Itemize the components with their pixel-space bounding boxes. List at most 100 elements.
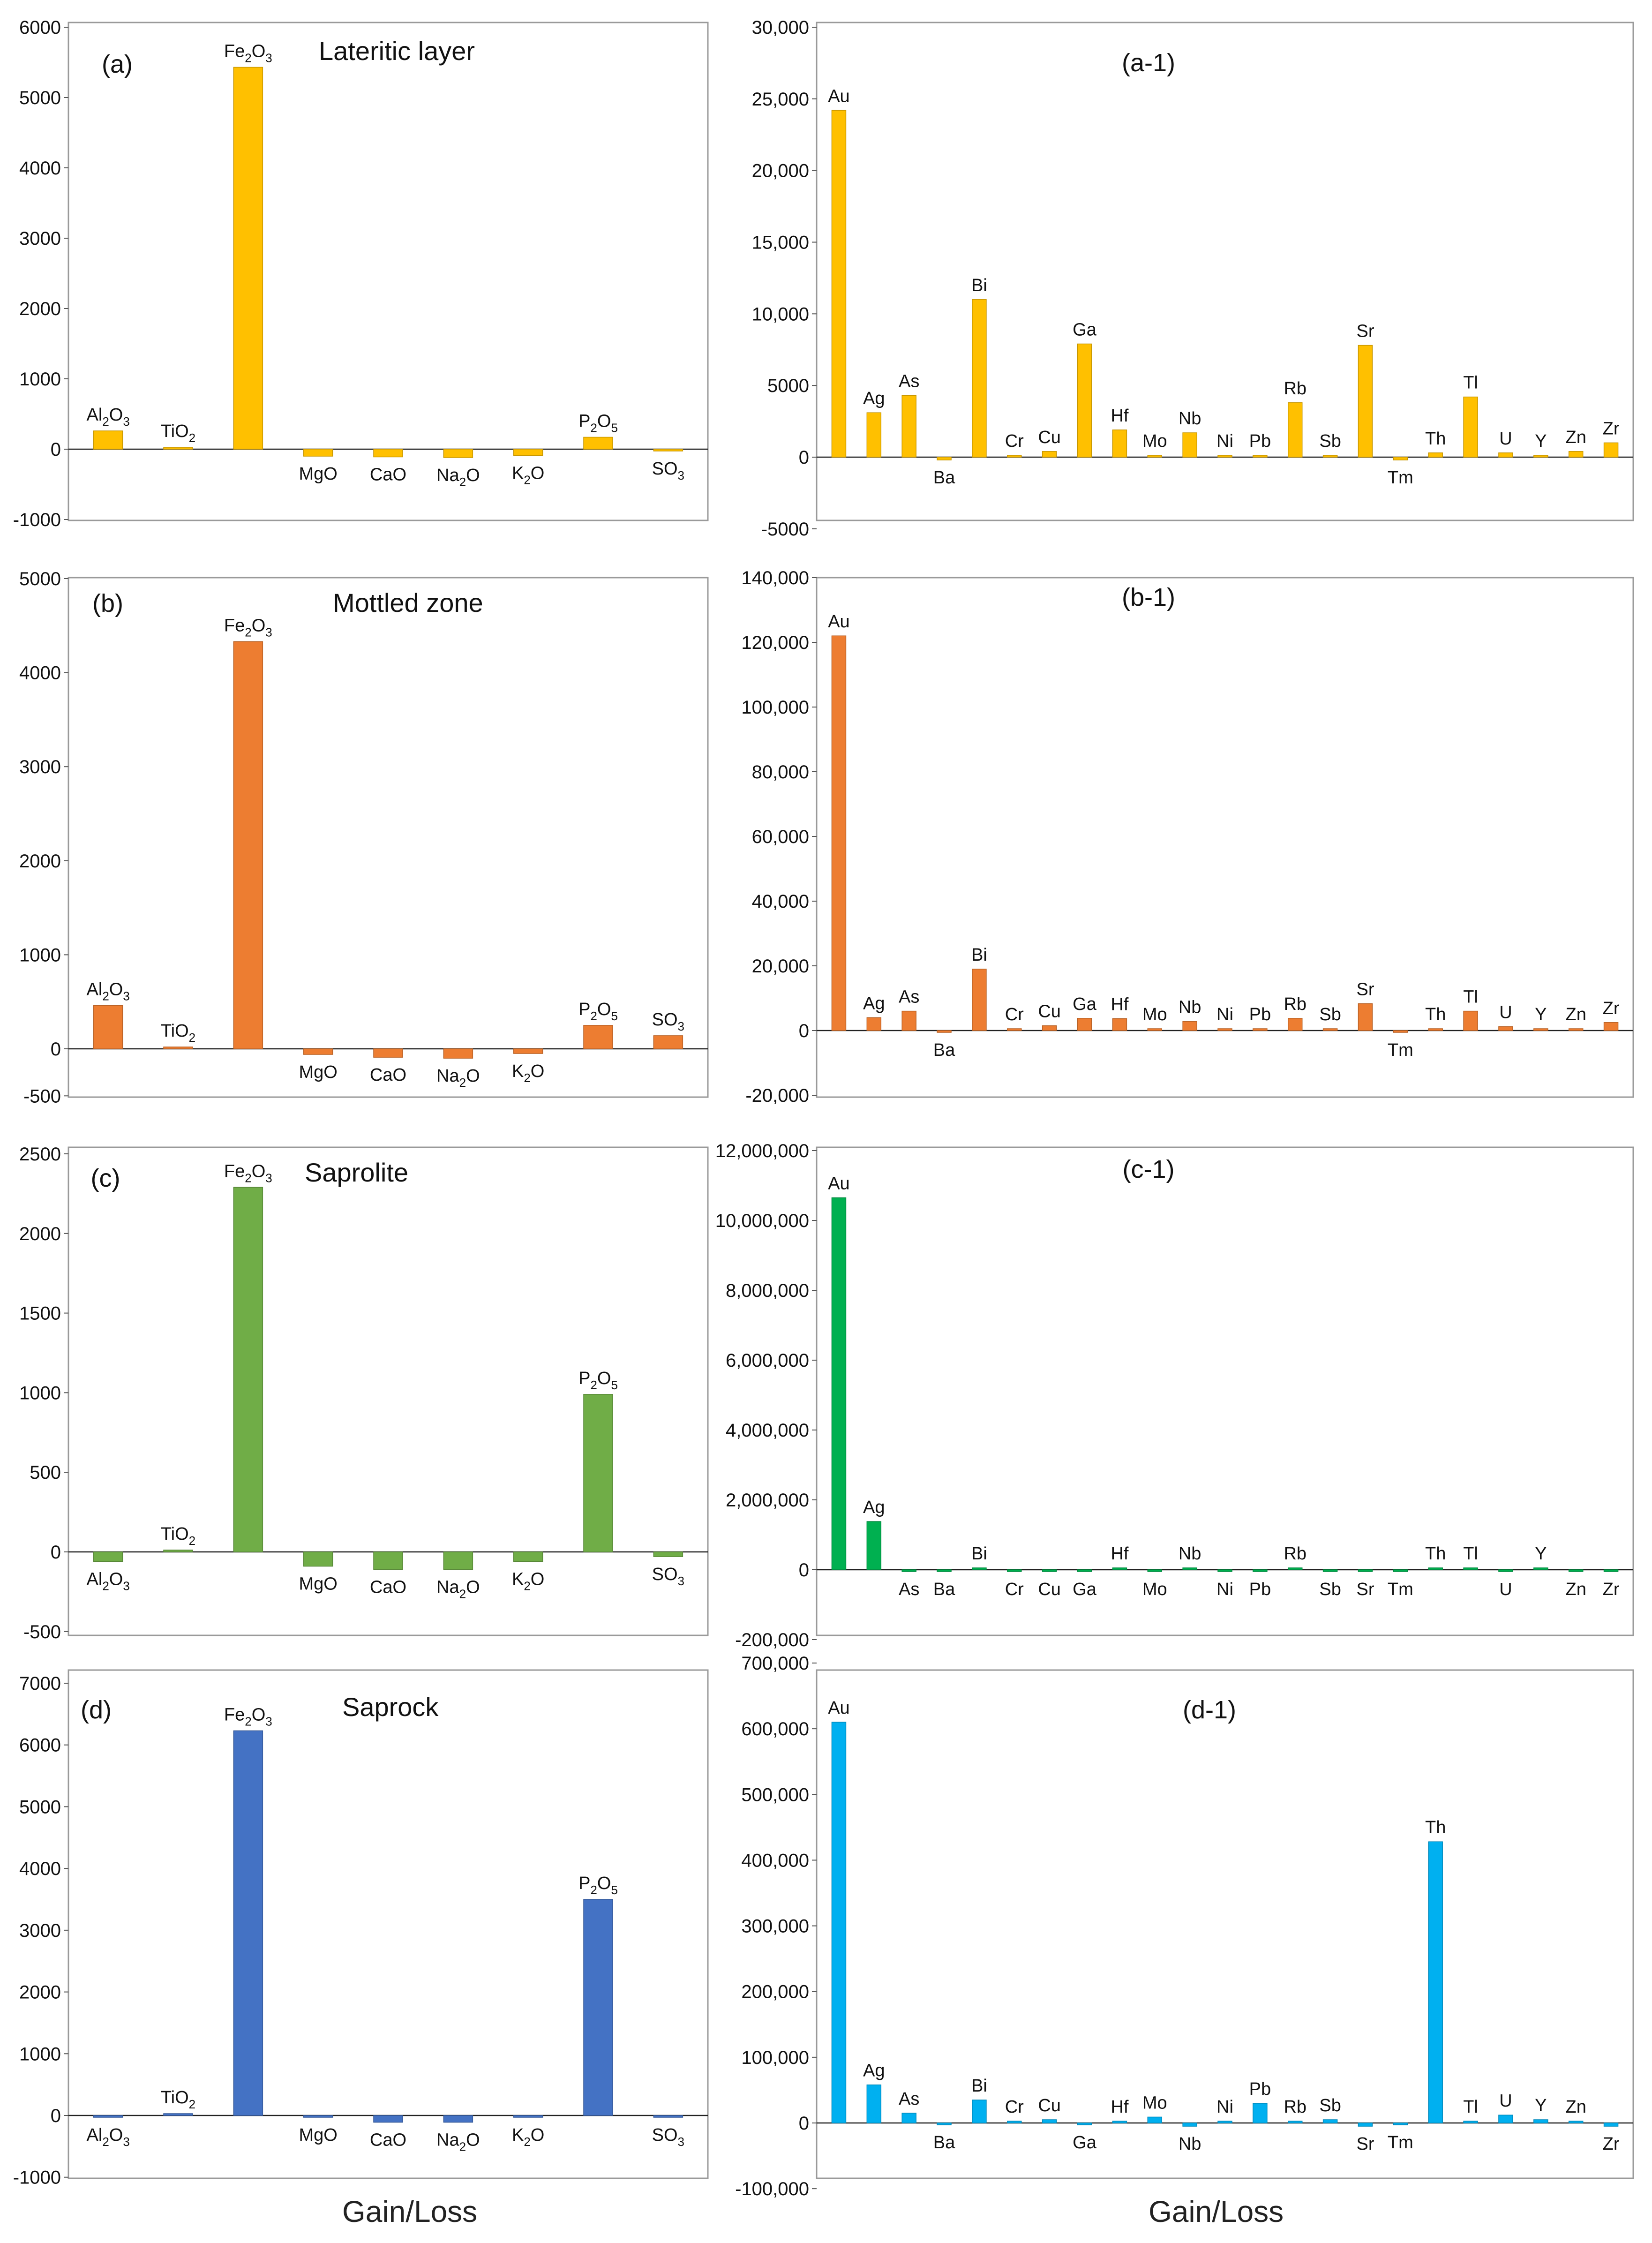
panel-label: (c) [91, 1164, 120, 1192]
x-tick-label: Zn [1566, 428, 1586, 447]
x-tick-label: Ga [1073, 320, 1097, 340]
x-tick-label: Cr [1005, 1005, 1024, 1024]
bar [1428, 1028, 1443, 1031]
y-tick-label: -500 [23, 1622, 61, 1642]
x-tick-label: Pb [1249, 1580, 1271, 1599]
x-tick-label: Cu [1038, 1580, 1061, 1599]
bar [93, 1551, 123, 1562]
x-tick-label: Tm [1388, 1580, 1413, 1599]
bar [901, 2113, 916, 2123]
bar [303, 449, 333, 457]
x-tick-label: U [1499, 1580, 1512, 1599]
x-axis-caption-right: Gain/Loss [1149, 2195, 1284, 2228]
y-tick-label: 3000 [19, 1920, 61, 1941]
bar [972, 1567, 987, 1570]
bar [1217, 1569, 1232, 1572]
x-tick-label: Bi [971, 945, 987, 965]
bar [1112, 1018, 1127, 1031]
bar [1393, 457, 1408, 460]
y-tick-label: 1000 [19, 945, 61, 965]
bar [583, 437, 613, 450]
bar [831, 635, 847, 1031]
x-tick-label: Zr [1603, 999, 1620, 1018]
panel-a: 6000 5000 4000 3000 2000 1000 0 -1000 Al2O3 TiO2 F… [13, 17, 709, 530]
x-tick-label: Ga [1073, 2133, 1097, 2153]
x-tick-label: Rb [1284, 379, 1307, 399]
x-tick-label: Y [1535, 1544, 1547, 1564]
bar [901, 395, 916, 458]
x-tick-label: Ag [863, 1498, 885, 1517]
x-tick-label: Rb [1284, 2097, 1307, 2117]
bar [303, 1551, 333, 1567]
bar [937, 457, 952, 460]
x-tick-label: Hf [1111, 994, 1128, 1014]
x-tick-label: Y [1535, 431, 1547, 451]
bar [1007, 455, 1022, 458]
bar [1463, 2121, 1478, 2123]
bar [972, 2100, 987, 2123]
bar [1042, 2119, 1057, 2123]
x-tick-label: Zn [1566, 1005, 1586, 1024]
x-tick-label: Zn [1566, 2097, 1586, 2117]
bar [1498, 1026, 1513, 1031]
bar [513, 1551, 543, 1562]
bar [1112, 429, 1127, 458]
bar [163, 447, 193, 450]
bar [1498, 2115, 1513, 2123]
bar [373, 1551, 403, 1570]
bar [1358, 2123, 1373, 2127]
bar [1147, 2116, 1163, 2123]
x-tick-label: P2O5 [578, 412, 618, 435]
x-tick-label: Cu [1038, 428, 1061, 447]
bar [937, 1569, 952, 1572]
plot-frame [816, 1146, 1634, 1636]
x-tick-label: Cr [1005, 2097, 1024, 2117]
panel-title: Mottled zone [333, 588, 483, 617]
x-tick-label: Au [828, 612, 849, 632]
y-tick-label: 1000 [19, 1383, 61, 1403]
y-tick-label: 5000 [19, 1797, 61, 1817]
panel-c: 2500 2000 1500 1000 500 0 -500 Al2O3 TiO2 Fe2O3 Mg… [19, 1144, 709, 1642]
y-tick-label: 0 [51, 439, 61, 460]
bar [1042, 451, 1057, 458]
y-tick-label: 200,000 [741, 1982, 809, 2002]
y-tick-label: 100,000 [741, 2047, 809, 2068]
x-tick-label: Tm [1388, 2133, 1413, 2153]
y-tick-label: 12,000,000 [715, 1141, 809, 1161]
bar [1603, 1022, 1619, 1031]
x-tick-label: Hf [1111, 1544, 1128, 1564]
panel-c1: 12,000,000 10,000,000 8,000,000 6,000,000 4,… [715, 1141, 1634, 1650]
x-tick-label: Bi [971, 276, 987, 295]
bar [1007, 2121, 1022, 2123]
x-tick-label: TiO2 [161, 2088, 195, 2111]
bar [1358, 1003, 1373, 1031]
bar [303, 2115, 333, 2118]
y-tick-label: 7000 [19, 1673, 61, 1694]
y-tick-label: -1000 [13, 510, 61, 530]
y-tick-label: -200,000 [735, 1630, 809, 1650]
x-tick-label: SO3 [652, 1565, 684, 1588]
x-tick-label: Ni [1216, 2097, 1233, 2117]
bar [513, 449, 543, 456]
bar [1322, 1028, 1338, 1031]
y-tick-label: -100,000 [735, 2179, 809, 2199]
y-tick-label: 3000 [19, 757, 61, 777]
bar [513, 2115, 543, 2118]
bar [1568, 1569, 1584, 1572]
x-tick-label: Cu [1038, 2096, 1061, 2115]
bar [653, 2115, 683, 2118]
y-tick-label: 20,000 [752, 161, 809, 181]
bar [1112, 2121, 1127, 2123]
x-tick-label: CaO [370, 465, 406, 485]
bar [163, 1550, 193, 1552]
bar [233, 67, 263, 450]
bar [1603, 442, 1619, 458]
x-tick-label: Au [828, 86, 849, 106]
x-tick-label: SO3 [652, 459, 684, 482]
bar [443, 449, 473, 458]
bar [1077, 1018, 1092, 1031]
y-tick-label: 10,000,000 [715, 1211, 809, 1231]
x-tick-label: Ba [933, 468, 955, 488]
bar [653, 1035, 683, 1049]
x-tick-label: Zn [1566, 1580, 1586, 1599]
